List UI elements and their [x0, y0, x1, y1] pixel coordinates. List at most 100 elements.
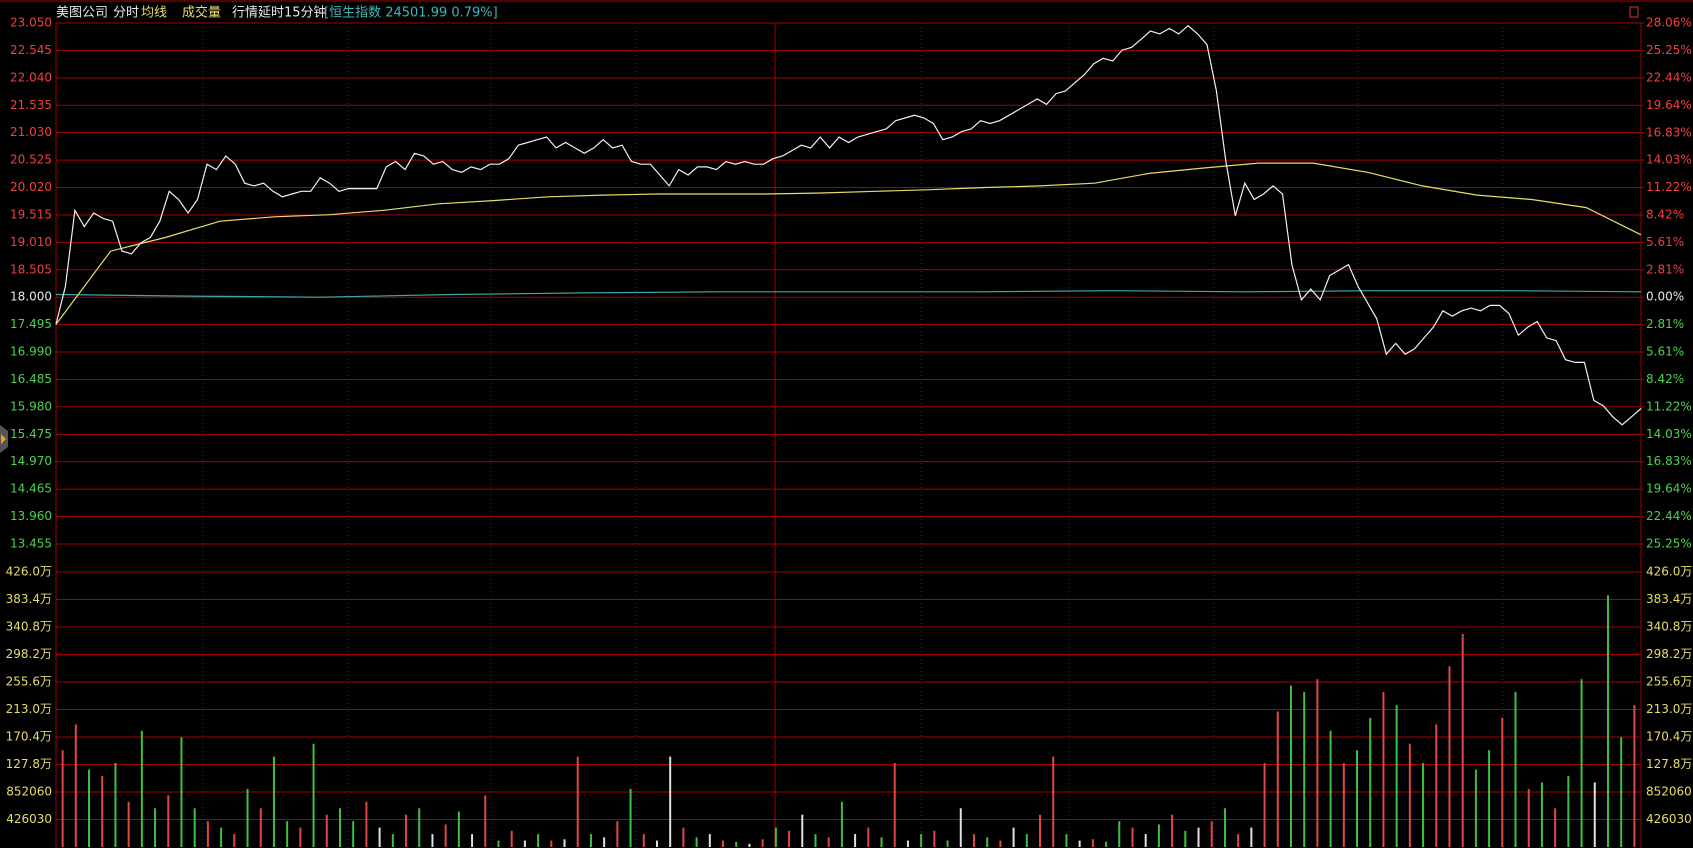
- y-tick-label: 213.0万: [6, 702, 52, 716]
- y2-tick-label: 5.61%: [1646, 235, 1684, 249]
- y-tick-label: 19.010: [10, 235, 52, 249]
- volume-bar: [418, 808, 421, 847]
- volume-bar: [378, 827, 381, 847]
- y2-tick-label: 383.4万: [1646, 592, 1692, 606]
- volume-bar: [629, 788, 632, 847]
- volume-bar: [272, 756, 275, 847]
- volume-bar: [576, 756, 579, 847]
- y2-tick-label: 19.64%: [1646, 482, 1692, 496]
- y-tick-label: 340.8万: [6, 620, 52, 634]
- y-tick-label: 19.515: [10, 207, 52, 221]
- y2-tick-label: 14.03%: [1646, 153, 1692, 167]
- volume-bar: [1527, 788, 1530, 847]
- volume-bar: [312, 743, 315, 847]
- volume-bar: [88, 769, 91, 847]
- tab[interactable]: 分时: [113, 6, 139, 21]
- window-button[interactable]: [1629, 6, 1639, 18]
- volume-bar: [946, 840, 949, 847]
- volume-bar: [206, 821, 209, 847]
- y2-tick-label: 25.25%: [1646, 537, 1692, 551]
- y2-tick-label: 127.8万: [1646, 757, 1692, 771]
- volume-bar: [1606, 595, 1609, 847]
- y-tick-label: 17.495: [10, 317, 52, 331]
- y-tick-label: 426030: [6, 812, 52, 826]
- y-tick-label: 22.545: [10, 43, 52, 57]
- y-tick-label: 15.980: [10, 399, 52, 413]
- y2-tick-label: 213.0万: [1646, 702, 1692, 716]
- volume-bar: [708, 834, 711, 847]
- y2-tick-label: 8.42%: [1646, 207, 1684, 221]
- volume-bar: [748, 843, 751, 847]
- volume-bar: [1065, 834, 1068, 847]
- y2-tick-label: 170.4万: [1646, 730, 1692, 744]
- volume-bar: [893, 763, 896, 847]
- y-tick-label: 23.050: [10, 16, 52, 30]
- volume-bar: [655, 840, 658, 847]
- y2-tick-label: 28.06%: [1646, 16, 1692, 30]
- volume-bar: [1091, 839, 1094, 847]
- volume-bar: [1356, 750, 1359, 847]
- volume-bar: [933, 830, 936, 847]
- volume-bar: [1620, 737, 1623, 847]
- volume-bar: [1501, 717, 1504, 847]
- y-tick-label: 852060: [6, 785, 52, 799]
- tab[interactable]: 均线: [141, 6, 167, 21]
- volume-bar: [1223, 808, 1226, 847]
- volume-bar: [695, 837, 698, 847]
- volume-bar: [1105, 841, 1108, 847]
- volume-bar: [1342, 763, 1345, 847]
- volume-bar: [1144, 834, 1147, 847]
- y-tick-label: 21.030: [10, 125, 52, 139]
- volume-bar: [669, 756, 672, 847]
- volume-bar: [550, 840, 553, 847]
- volume-bar: [74, 724, 77, 847]
- volume-bar: [682, 827, 685, 847]
- y-tick-label: 20.525: [10, 153, 52, 167]
- volume-bar: [352, 821, 355, 847]
- volume-bar: [180, 737, 183, 847]
- volume-bar: [101, 775, 104, 847]
- volume-bar: [286, 821, 289, 847]
- volume-bar: [1025, 834, 1028, 847]
- volume-bar: [61, 750, 64, 847]
- volume-bar: [1131, 827, 1134, 847]
- volume-bar: [1474, 769, 1477, 847]
- y-tick-label: 14.465: [10, 482, 52, 496]
- volume-bar: [537, 834, 540, 847]
- y2-tick-label: 19.64%: [1646, 98, 1692, 112]
- y-tick-label: 170.4万: [6, 730, 52, 744]
- y-tick-label: 15.475: [10, 427, 52, 441]
- y-tick-label: 255.6万: [6, 675, 52, 689]
- volume-bar: [1052, 756, 1055, 847]
- volume-bar: [484, 795, 487, 847]
- volume-bar: [325, 814, 328, 847]
- volume-bar: [246, 788, 249, 847]
- volume-bar: [1488, 750, 1491, 847]
- volume-bar: [365, 801, 368, 847]
- volume-bar: [867, 827, 870, 847]
- volume-bar: [431, 834, 434, 847]
- volume-bar: [1078, 840, 1081, 847]
- delay-notice: 行情延时15分钟: [232, 5, 327, 21]
- volume-bar: [616, 821, 619, 847]
- volume-bar: [880, 837, 883, 847]
- y2-tick-label: 0.00%: [1646, 290, 1684, 304]
- tab[interactable]: 成交量: [182, 5, 221, 21]
- volume-bar: [788, 830, 791, 847]
- volume-bar: [1250, 827, 1253, 847]
- y-tick-label: 426.0万: [6, 565, 52, 579]
- y2-tick-label: 11.22%: [1646, 180, 1692, 194]
- volume-bar: [1435, 724, 1438, 847]
- volume-bar: [1263, 763, 1266, 847]
- volume-bar: [603, 837, 606, 847]
- y-tick-label: 13.960: [10, 509, 52, 523]
- volume-bar: [1540, 782, 1543, 847]
- y-tick-label: 20.020: [10, 180, 52, 194]
- y2-tick-label: 2.81%: [1646, 317, 1684, 331]
- volume-bar: [1118, 821, 1121, 847]
- volume-bar: [1210, 821, 1213, 847]
- y2-tick-label: 298.2万: [1646, 647, 1692, 661]
- y-tick-label: 14.970: [10, 454, 52, 468]
- volume-bar: [986, 837, 989, 847]
